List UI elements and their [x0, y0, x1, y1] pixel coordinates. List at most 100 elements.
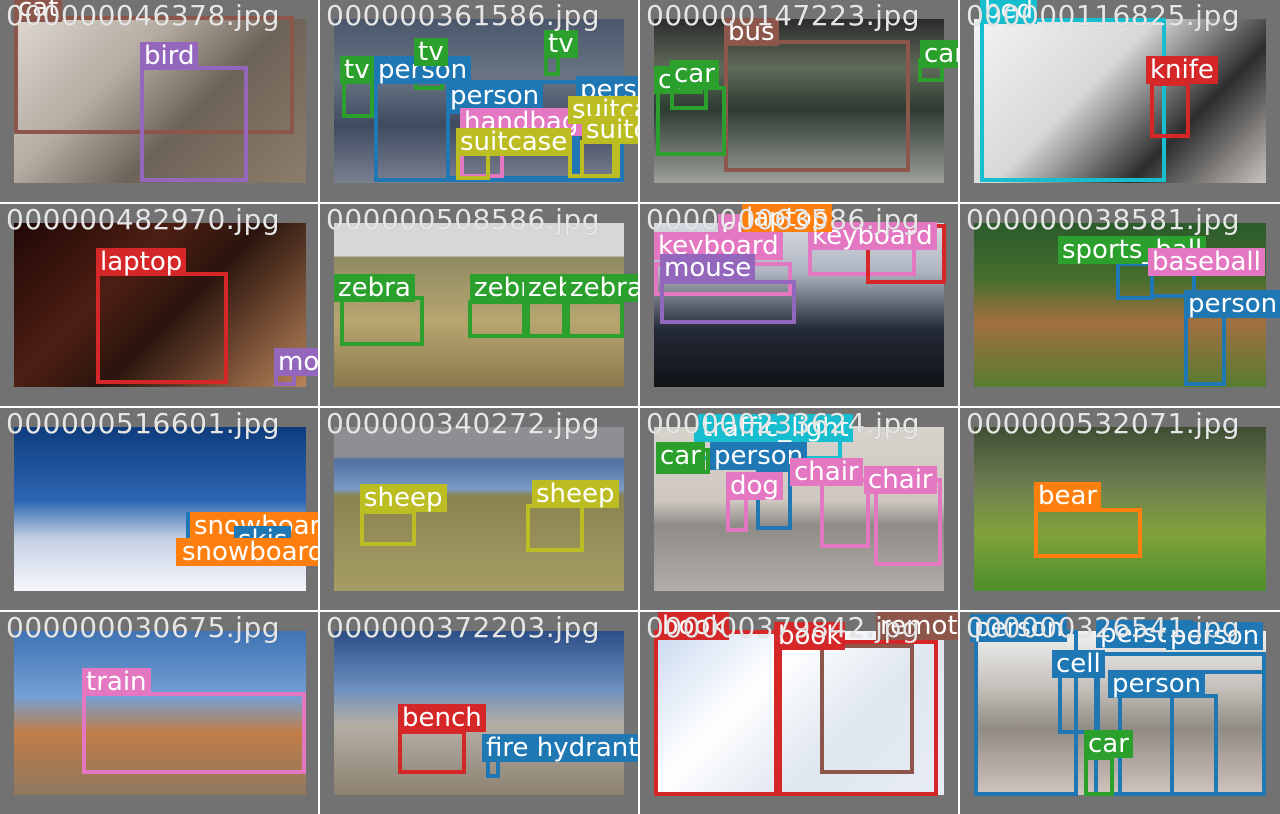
detection-label: car [1084, 730, 1133, 758]
filename-label: 000000379842.jpg [646, 612, 920, 644]
detection-box-person [1118, 694, 1218, 796]
detection-label: person [1108, 670, 1206, 698]
detection-label: mouse [660, 254, 756, 282]
image-tile[interactable]: 000000046378.jpg cat bird [0, 0, 318, 202]
detection-label: bear [1034, 482, 1102, 510]
detection-box-knife [1150, 82, 1190, 138]
detection-box-train [82, 692, 306, 774]
image-tile[interactable]: 000000516601.jpg snowboard skis snowboar… [0, 408, 318, 610]
detection-box-person [1184, 314, 1226, 386]
photo [974, 19, 1266, 183]
filename-label: 000000063586.jpg [646, 204, 920, 236]
detection-box-zebra [468, 300, 526, 338]
detection-label: person [1166, 622, 1264, 650]
detection-label: knife [1146, 56, 1218, 84]
detection-box-book [778, 640, 938, 796]
filename-label: 000000482970.jpg [6, 204, 280, 236]
image-tile[interactable]: 000000038581.jpg sports_ball baseball pe… [960, 204, 1280, 406]
photo [14, 631, 306, 795]
detection-label: baseball [1148, 248, 1265, 276]
filename-label: 000000372203.jpg [326, 612, 600, 644]
detection-box-bus [724, 40, 910, 172]
filename-label: 000000233624.jpg [646, 408, 920, 440]
detection-box-book [654, 630, 778, 796]
image-tile[interactable]: 000000361586.jpg tv person tv tv person … [320, 0, 638, 202]
detection-label: car [670, 60, 719, 88]
detection-label: traffic_light [698, 414, 853, 442]
detection-label: person [446, 82, 544, 110]
detection-label: laptop [96, 248, 187, 276]
detection-label: person [1184, 290, 1280, 318]
detection-box-tv [342, 80, 374, 118]
detection-label: zebra [334, 274, 415, 302]
detection-label: cat [14, 0, 63, 22]
filename-label: 000000116825.jpg [966, 0, 1240, 32]
detection-label: fire hydrant [482, 734, 638, 762]
detection-label: chair [790, 458, 863, 486]
image-tile[interactable]: 000000482970.jpg laptop mouse [0, 204, 318, 406]
detection-label: bench [398, 704, 486, 732]
filename-label: 000000030675.jpg [6, 612, 280, 644]
image-tile[interactable]: 000000508586.jpg zebra zebra zebra zebra [320, 204, 638, 406]
filename-label: 000000340272.jpg [326, 408, 600, 440]
image-tile[interactable]: 000000379842.jpg book book remote [640, 612, 958, 814]
image-tile[interactable]: 000000532071.jpg bear [960, 408, 1280, 610]
detection-box-bird [140, 66, 248, 182]
filename-label: 000000516601.jpg [6, 408, 280, 440]
detection-label: remote [876, 612, 958, 640]
detection-label: suitcase [582, 116, 638, 144]
detection-label: dog [726, 472, 783, 500]
image-tile[interactable]: 000000063586.jpg cup keyboard keyboard m… [640, 204, 958, 406]
detection-label: bed [980, 0, 1038, 24]
image-tile[interactable]: 000000147223.jpg bus car car car [640, 0, 958, 202]
image-tile[interactable]: 000000030675.jpg train [0, 612, 318, 814]
detection-box-zebra [340, 296, 424, 346]
detection-box-cell [1058, 674, 1100, 734]
detection-label: zebra [566, 274, 638, 302]
photo [334, 223, 624, 387]
detection-box-zebra [566, 300, 624, 338]
detection-label: book [658, 612, 730, 640]
filename-label: 000000046378.jpg [6, 0, 280, 32]
detection-box-sheep [360, 510, 416, 546]
detection-label: mouse [274, 348, 318, 376]
detection-label: bird [140, 42, 199, 70]
detection-label: tv [544, 30, 578, 58]
detection-label: sheep [360, 484, 447, 512]
detection-box-person [1170, 670, 1266, 796]
detection-label: tv [414, 38, 448, 66]
detection-box-sheep [526, 504, 584, 552]
detection-box-car [1084, 756, 1114, 796]
detection-label: sheep [532, 480, 619, 508]
detection-label: suitcase [456, 128, 572, 156]
filename-label: 000000532071.jpg [966, 408, 1240, 440]
filename-label: 000000326541.jpg [966, 612, 1240, 644]
image-tile[interactable]: 000000233624.jpg traffic_light car perso… [640, 408, 958, 610]
detection-box-chair [820, 478, 870, 548]
detection-label: bus [724, 18, 779, 46]
detection-box-mouse [660, 280, 796, 324]
image-tile[interactable]: 000000326541.jpg person person person ce… [960, 612, 1280, 814]
filename-label: 000000361586.jpg [326, 0, 600, 32]
detection-box-zebra [526, 300, 566, 338]
detection-box-laptop [96, 272, 228, 384]
photo [654, 631, 944, 795]
detection-label: cell [1052, 650, 1105, 678]
image-tile[interactable]: 000000116825.jpg bed knife [960, 0, 1280, 202]
detection-box-bench [398, 730, 466, 774]
image-tile[interactable]: 000000340272.jpg sheep sheep [320, 408, 638, 610]
image-tile[interactable]: 000000372203.jpg bench fire hydrant [320, 612, 638, 814]
filename-label: 000000147223.jpg [646, 0, 920, 32]
detection-label: tv [340, 56, 374, 84]
detection-label: car [920, 40, 958, 68]
detection-label: laptop [742, 204, 833, 232]
detection-label: snowboard [178, 538, 318, 566]
detection-box-suitcase [580, 140, 620, 178]
filename-label: 000000508586.jpg [326, 204, 600, 236]
detection-box-cat [14, 16, 294, 134]
detection-label: train [82, 668, 151, 696]
detection-label: chair [864, 466, 937, 494]
detection-label: car [656, 442, 705, 470]
detection-box-bear [1034, 508, 1142, 558]
